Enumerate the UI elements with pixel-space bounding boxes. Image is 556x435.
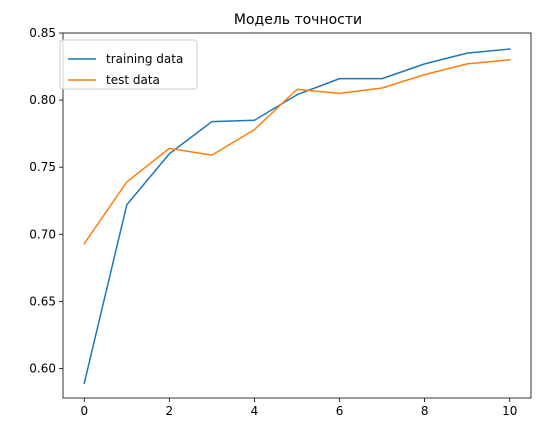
- x-tick-label: 10: [502, 404, 517, 418]
- x-tick-label: 0: [80, 404, 88, 418]
- y-tick-label: 0.65: [29, 294, 56, 308]
- legend-label-1: test data: [106, 73, 160, 87]
- plot-area: 0 2 4 6 8 10 0.60 0.65 0.70 0.75 0.80 0.85: [29, 26, 532, 418]
- y-tick-label: 0.75: [29, 160, 56, 174]
- y-tick-label: 0.70: [29, 227, 56, 241]
- legend-label-0: training data: [106, 52, 183, 66]
- legend-box: [59, 39, 198, 90]
- x-tick-label: 4: [251, 404, 259, 418]
- series-line-0: [83, 48, 511, 385]
- axes-frame: [62, 32, 532, 399]
- y-tick-label: 0.60: [29, 361, 56, 375]
- x-tick-label: 6: [336, 404, 344, 418]
- x-tick-label: 2: [166, 404, 174, 418]
- chart-title: Модель точности: [234, 12, 362, 28]
- y-tick-label: 0.80: [29, 93, 56, 107]
- series-line-1: [83, 59, 511, 245]
- legend: training data test data: [59, 39, 198, 90]
- y-tick-label: 0.85: [29, 26, 56, 40]
- x-tick-label: 8: [421, 404, 429, 418]
